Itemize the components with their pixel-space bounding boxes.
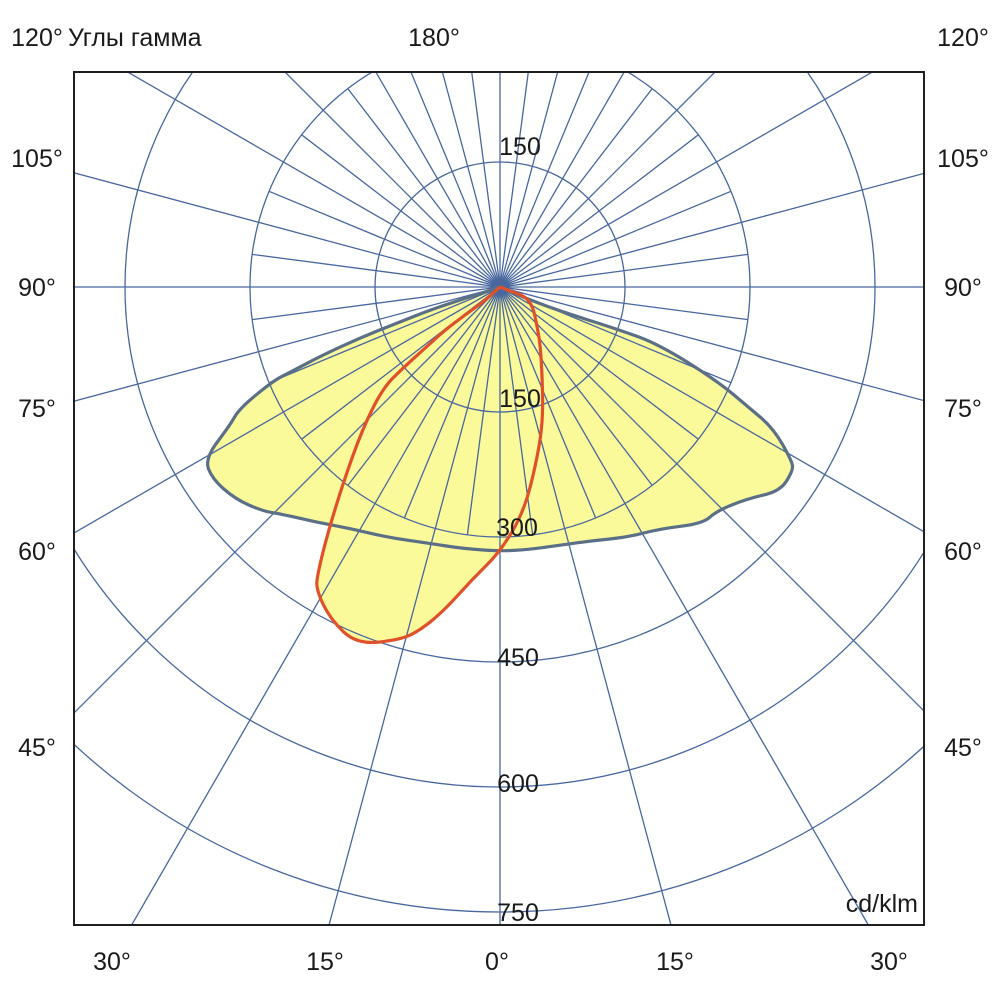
grid-radial-minor-7.5L xyxy=(466,286,501,535)
grid-radial-major-60R xyxy=(499,286,924,533)
radial-tick-label-3: 450 xyxy=(497,644,539,672)
grid-radial-major-150R xyxy=(499,72,625,288)
wide-beam-plane-curve xyxy=(206,285,795,553)
intensity-curves-layer xyxy=(206,285,795,645)
angle-label-3: 75° xyxy=(18,395,56,423)
angle-label-2: 90° xyxy=(18,274,56,302)
grid-radial-minor-127.5L xyxy=(301,134,501,288)
radial-tick-label-4: 600 xyxy=(497,770,539,798)
angle-label-16: 15° xyxy=(656,948,694,976)
angle-label-1: 105° xyxy=(11,145,63,173)
grid-radial-major-135R xyxy=(499,72,716,288)
grid-radial-minor-172.5L xyxy=(471,72,501,288)
grid-radial-minor-172.5R xyxy=(499,72,529,288)
grid-radial-minor-142.5R xyxy=(499,88,653,288)
grid-radial-major-105L xyxy=(74,172,501,288)
grid-radial-major-165R xyxy=(499,72,559,288)
radial-tick-label-5: 750 xyxy=(497,899,539,927)
grid-radial-minor-82.5L xyxy=(252,286,501,321)
grid-radial-major-30R xyxy=(499,286,870,925)
radial-tick-label-2: 300 xyxy=(496,514,538,542)
grid-radial-minor-157.5L xyxy=(410,72,501,288)
angle-label-4: 60° xyxy=(18,538,56,566)
grid-radial-major-120R xyxy=(499,72,874,288)
narrow-beam-plane-curve-fill xyxy=(316,287,543,643)
angle-label-8: 90° xyxy=(944,274,982,302)
grid-radial-minor-112.5R xyxy=(499,190,732,288)
grid-radial-minor-142.5L xyxy=(347,88,501,288)
grid-radial-major-60L xyxy=(74,286,501,534)
grid-radial-minor-37.5R xyxy=(499,286,653,486)
grid-radial-major-135L xyxy=(284,72,501,288)
angle-label-13: 30° xyxy=(93,948,131,976)
grid-radial-minor-97.5R xyxy=(499,253,748,288)
grid-radial-major-15R xyxy=(499,286,672,925)
grid-radial-minor-22.5R xyxy=(499,286,597,519)
units-label: cd/klm xyxy=(846,890,918,918)
angle-label-14: 15° xyxy=(306,948,344,976)
grid-radial-major-75L xyxy=(74,286,501,402)
grid-radial-minor-22.5L xyxy=(403,286,501,519)
angle-label-15: 0° xyxy=(485,948,509,976)
grid-radial-major-120L xyxy=(126,72,501,288)
angle-label-5: 45° xyxy=(18,734,56,762)
angle-label-11: 45° xyxy=(944,734,982,762)
grid-radial-minor-37.5L xyxy=(347,286,501,486)
angle-label-12: 180° xyxy=(408,24,460,52)
diagram-title: Углы гамма xyxy=(68,24,202,52)
grid-radial-major-45L xyxy=(74,286,501,714)
labels-layer: Углы гамма cd/klm 120° 105° 90° 75° 60° 45° 12… xyxy=(11,24,989,976)
angle-label-9: 75° xyxy=(944,395,982,423)
grid-radial-minor-127.5R xyxy=(499,134,699,288)
radial-tick-label-1: 150 xyxy=(499,385,541,413)
grid-radial-major-75R xyxy=(499,286,924,402)
grid-radial-major-45R xyxy=(499,286,924,712)
grid-radial-major-150L xyxy=(375,72,501,288)
angle-label-10: 60° xyxy=(944,538,982,566)
angle-label-7: 105° xyxy=(937,145,989,173)
angle-label-17: 30° xyxy=(870,948,908,976)
grid-radial-minor-82.5R xyxy=(499,286,748,321)
radial-tick-label-0: 150 xyxy=(499,133,541,161)
grid-radial-minor-97.5L xyxy=(252,253,501,288)
grid-radial-major-15L xyxy=(328,286,501,925)
narrow-beam-plane-curve xyxy=(315,285,545,645)
grid-radial-major-105R xyxy=(499,172,924,288)
grid-radial-minor-157.5R xyxy=(499,72,590,288)
angle-label-6: 120° xyxy=(937,24,989,52)
plot-border xyxy=(73,71,925,926)
grid-radial-major-30L xyxy=(130,286,501,925)
grid-radial-minor-67.5L xyxy=(268,286,501,384)
grid-radial-minor-112.5L xyxy=(268,190,501,288)
angle-label-0: 120° xyxy=(11,24,63,52)
